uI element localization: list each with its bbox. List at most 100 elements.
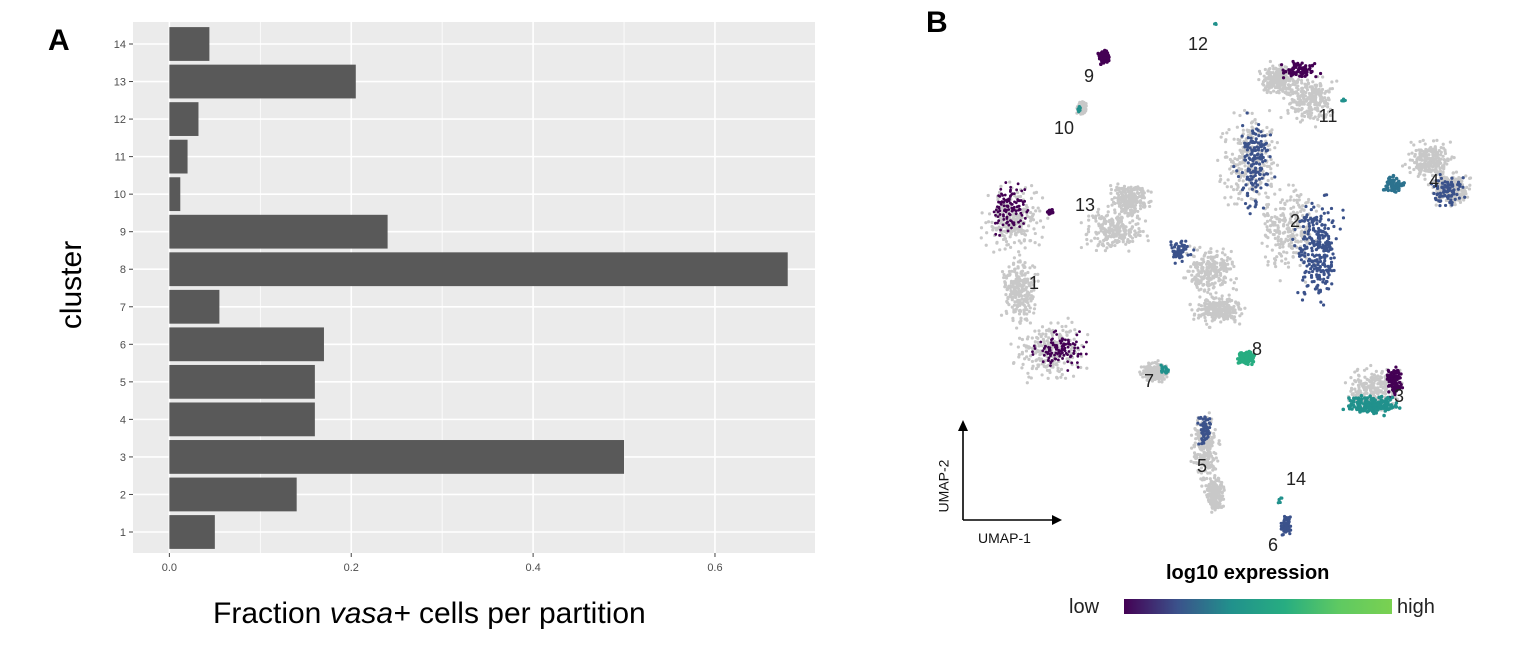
cell-point bbox=[1210, 495, 1214, 500]
cell-point bbox=[1064, 351, 1068, 355]
cell-point bbox=[1292, 98, 1296, 103]
cell-point bbox=[1103, 217, 1107, 221]
cell-point bbox=[1370, 379, 1374, 383]
cell-point bbox=[1423, 142, 1427, 146]
cell-point bbox=[1105, 229, 1110, 233]
cell-point bbox=[1353, 378, 1357, 383]
cell-point bbox=[1024, 349, 1029, 353]
cell-point bbox=[1370, 386, 1374, 390]
cell-point bbox=[1258, 141, 1262, 145]
cell-point bbox=[1306, 200, 1310, 204]
cell-point bbox=[1245, 169, 1249, 174]
cell-point bbox=[998, 193, 1002, 197]
cell-point bbox=[1274, 70, 1279, 74]
cell-point bbox=[1247, 178, 1252, 182]
cell-point bbox=[1270, 162, 1274, 166]
cell-point bbox=[1031, 264, 1035, 268]
cell-point bbox=[1422, 162, 1426, 166]
cell-point bbox=[1305, 241, 1309, 245]
cell-point bbox=[1147, 366, 1151, 371]
cell-point bbox=[1080, 106, 1084, 111]
cell-point bbox=[1277, 220, 1282, 224]
cell-point bbox=[1207, 278, 1211, 282]
cell-point bbox=[1304, 225, 1308, 230]
cell-point bbox=[1266, 236, 1270, 240]
cell-point bbox=[1441, 142, 1445, 146]
cell-point bbox=[1212, 457, 1216, 462]
cell-point bbox=[1246, 111, 1250, 115]
cell-point bbox=[1208, 292, 1213, 296]
cell-point bbox=[1148, 204, 1152, 209]
cell-point bbox=[1212, 260, 1216, 264]
cell-point bbox=[1434, 172, 1439, 177]
cell-point bbox=[1019, 199, 1023, 202]
cell-point bbox=[1270, 75, 1274, 79]
cell-point bbox=[1332, 256, 1336, 260]
cell-point bbox=[1020, 337, 1024, 342]
cell-point bbox=[1215, 484, 1219, 488]
cell-point bbox=[1317, 260, 1321, 264]
cell-point bbox=[1125, 240, 1130, 244]
cell-point bbox=[1209, 269, 1213, 273]
cell-point bbox=[1017, 309, 1021, 313]
cell-point bbox=[1200, 421, 1204, 425]
cell-point bbox=[1214, 488, 1218, 492]
cell-point bbox=[1263, 207, 1267, 211]
cell-point bbox=[1160, 371, 1165, 376]
cell-point bbox=[1106, 230, 1110, 234]
cell-point bbox=[1129, 190, 1133, 194]
cell-point bbox=[1257, 77, 1261, 82]
cell-point bbox=[1100, 226, 1104, 230]
cell-point bbox=[1306, 103, 1310, 107]
cell-point bbox=[1369, 392, 1373, 396]
cell-point bbox=[1321, 243, 1325, 247]
cell-point bbox=[1303, 292, 1307, 296]
cell-point bbox=[1223, 311, 1228, 315]
cell-point bbox=[1142, 191, 1146, 195]
cell-point bbox=[1023, 317, 1027, 321]
cell-point bbox=[1449, 197, 1454, 201]
cell-point bbox=[1266, 84, 1270, 88]
cell-point bbox=[1154, 368, 1159, 372]
cell-point bbox=[1309, 236, 1313, 240]
cell-point bbox=[1457, 176, 1461, 180]
cell-point bbox=[1300, 93, 1304, 97]
cell-point bbox=[1079, 365, 1083, 370]
cell-point bbox=[1106, 57, 1110, 61]
cell-point bbox=[1463, 189, 1467, 193]
cell-point bbox=[1015, 188, 1019, 192]
cell-point bbox=[1038, 353, 1042, 357]
cell-point bbox=[1041, 337, 1045, 341]
cell-point bbox=[1436, 193, 1440, 197]
cell-point bbox=[1199, 461, 1203, 465]
cell-point bbox=[1264, 76, 1268, 80]
cell-point bbox=[1162, 377, 1166, 381]
cell-point bbox=[1263, 255, 1268, 259]
cell-point bbox=[1068, 353, 1072, 357]
cell-point bbox=[1126, 186, 1131, 190]
cell-point bbox=[1121, 223, 1125, 227]
cell-point bbox=[1068, 343, 1072, 346]
cell-point bbox=[1434, 153, 1438, 157]
cell-point bbox=[1130, 198, 1135, 202]
cell-point bbox=[1203, 441, 1207, 446]
cell-point bbox=[1022, 239, 1026, 243]
cell-point bbox=[1304, 90, 1308, 95]
cell-point bbox=[1283, 201, 1287, 206]
cell-point bbox=[1014, 209, 1018, 213]
cell-point bbox=[1457, 177, 1461, 181]
cell-point bbox=[1210, 489, 1214, 493]
cell-point bbox=[1148, 373, 1152, 377]
cell-point bbox=[1009, 188, 1012, 192]
cell-point bbox=[1054, 329, 1058, 333]
cell-point bbox=[1271, 80, 1276, 84]
cell-point bbox=[1068, 338, 1072, 342]
cell-point bbox=[1125, 204, 1129, 208]
cell-point bbox=[1460, 183, 1465, 187]
cell-point bbox=[1323, 91, 1327, 95]
cell-point bbox=[1200, 443, 1204, 447]
cell-point bbox=[1199, 436, 1203, 440]
cell-point bbox=[1214, 493, 1218, 497]
cell-point bbox=[1124, 225, 1128, 229]
cell-point bbox=[1004, 239, 1009, 244]
